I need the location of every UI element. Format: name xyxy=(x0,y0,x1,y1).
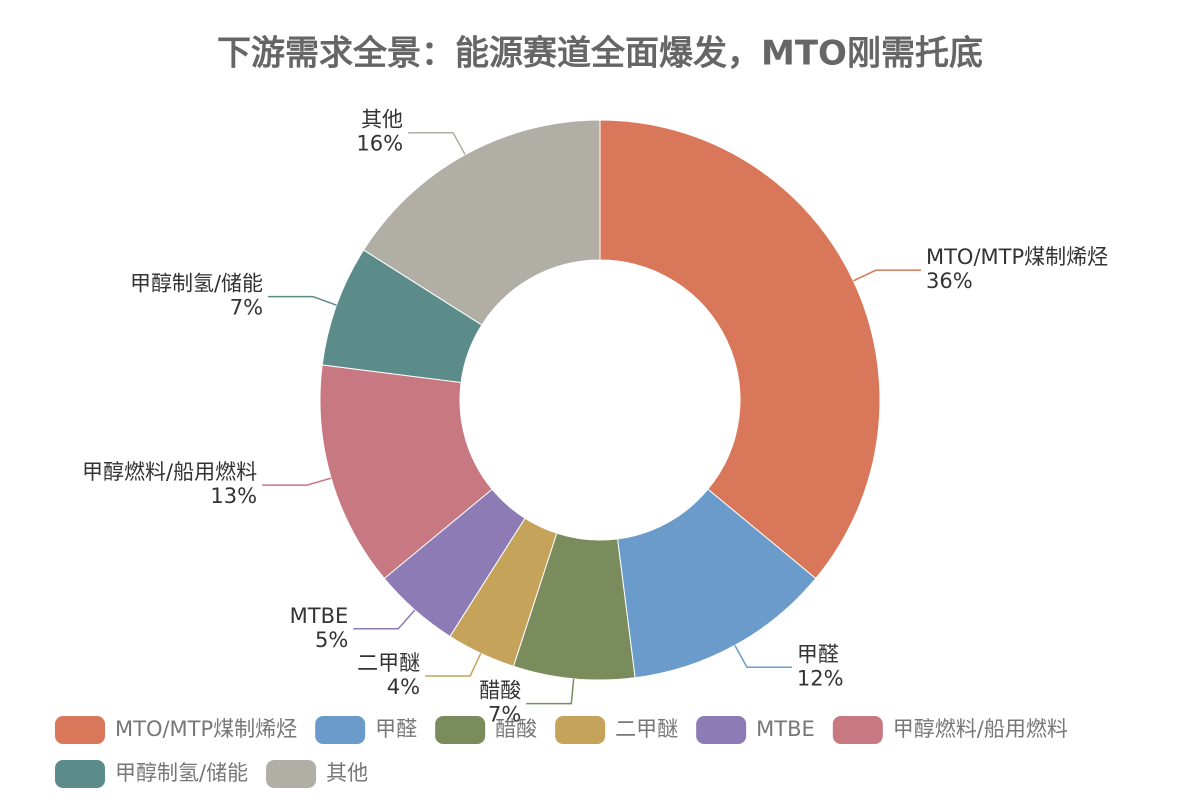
slice-label: 二甲醚 xyxy=(357,651,420,675)
leader-line xyxy=(353,609,416,630)
leader-line xyxy=(408,131,466,155)
slice-value-label: 36% xyxy=(926,269,973,293)
slice-value-label: 5% xyxy=(315,628,348,652)
legend-label: MTO/MTP煤制烯烃 xyxy=(115,717,297,741)
slice xyxy=(362,119,601,326)
legend-label: 醋酸 xyxy=(495,717,537,741)
legend-label: 甲醇燃料/船用燃料 xyxy=(893,717,1068,741)
leader-line xyxy=(526,678,575,705)
slice xyxy=(599,119,881,580)
legend-swatch xyxy=(832,716,883,744)
chart-title: 下游需求全景：能源赛道全面爆发，MTO刚需托底 xyxy=(217,34,983,74)
legend-swatch xyxy=(315,716,366,744)
slice-value-label: 16% xyxy=(356,132,403,156)
leader-line xyxy=(734,645,792,669)
slice-label: 甲醇制氢/储能 xyxy=(130,272,263,296)
legend-label: MTBE xyxy=(756,717,815,741)
legend-swatch xyxy=(435,716,486,744)
slice-label: 甲醛 xyxy=(797,642,839,666)
legend-swatch xyxy=(696,716,747,744)
slice-value-label: 12% xyxy=(797,666,844,690)
legend-swatch xyxy=(55,716,105,744)
leader-line xyxy=(425,653,482,677)
leader-line xyxy=(262,477,332,486)
slice-label: 其他 xyxy=(361,108,403,132)
slice-value-label: 7% xyxy=(230,296,263,320)
leader-line xyxy=(268,295,337,306)
slice xyxy=(616,488,817,679)
legend-swatch xyxy=(55,760,105,788)
legend-label: 二甲醚 xyxy=(615,717,678,741)
slice-label: 醋酸 xyxy=(479,679,521,703)
legend-label: 其他 xyxy=(326,761,368,785)
legend-swatch xyxy=(555,716,606,744)
slice-label: MTO/MTP煤制烯烃 xyxy=(926,245,1108,269)
slice-label: MTBE xyxy=(290,604,349,628)
slice xyxy=(319,364,493,580)
slice-value-label: 7% xyxy=(488,703,521,727)
slice-value-label: 4% xyxy=(387,675,420,699)
leader-line xyxy=(853,269,921,282)
legend-swatch xyxy=(266,760,317,788)
legend-label: 甲醛 xyxy=(375,717,417,741)
slice-label: 甲醇燃料/船用燃料 xyxy=(82,460,257,484)
legend-label: 甲醇制氢/储能 xyxy=(115,761,248,785)
slice-value-label: 13% xyxy=(210,484,257,508)
